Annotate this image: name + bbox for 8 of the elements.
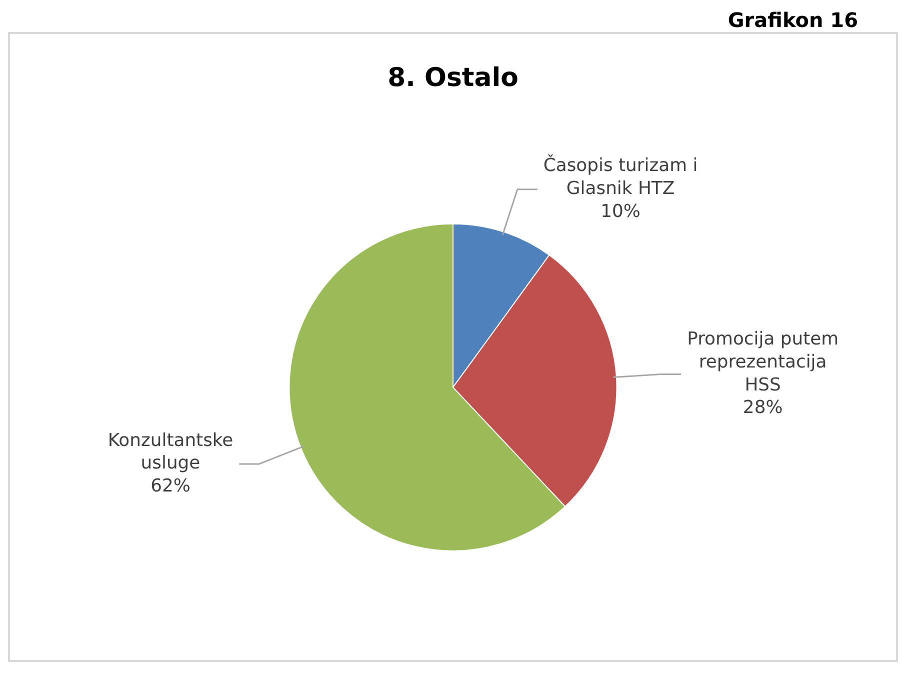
slice-label: Konzultantske usluge xyxy=(108,430,234,474)
data-label: 10% xyxy=(600,200,640,222)
data-label: 62% xyxy=(150,475,190,496)
slice-label: Promocija putem reprezentacija HSS xyxy=(687,328,839,396)
chart-title: 8. Ostalo xyxy=(388,63,518,94)
text: Grafikon 16 xyxy=(726,8,859,32)
slice-label: Časopis turizam i Glasnik HTZ xyxy=(543,154,698,199)
data-label: 28% xyxy=(742,397,783,418)
